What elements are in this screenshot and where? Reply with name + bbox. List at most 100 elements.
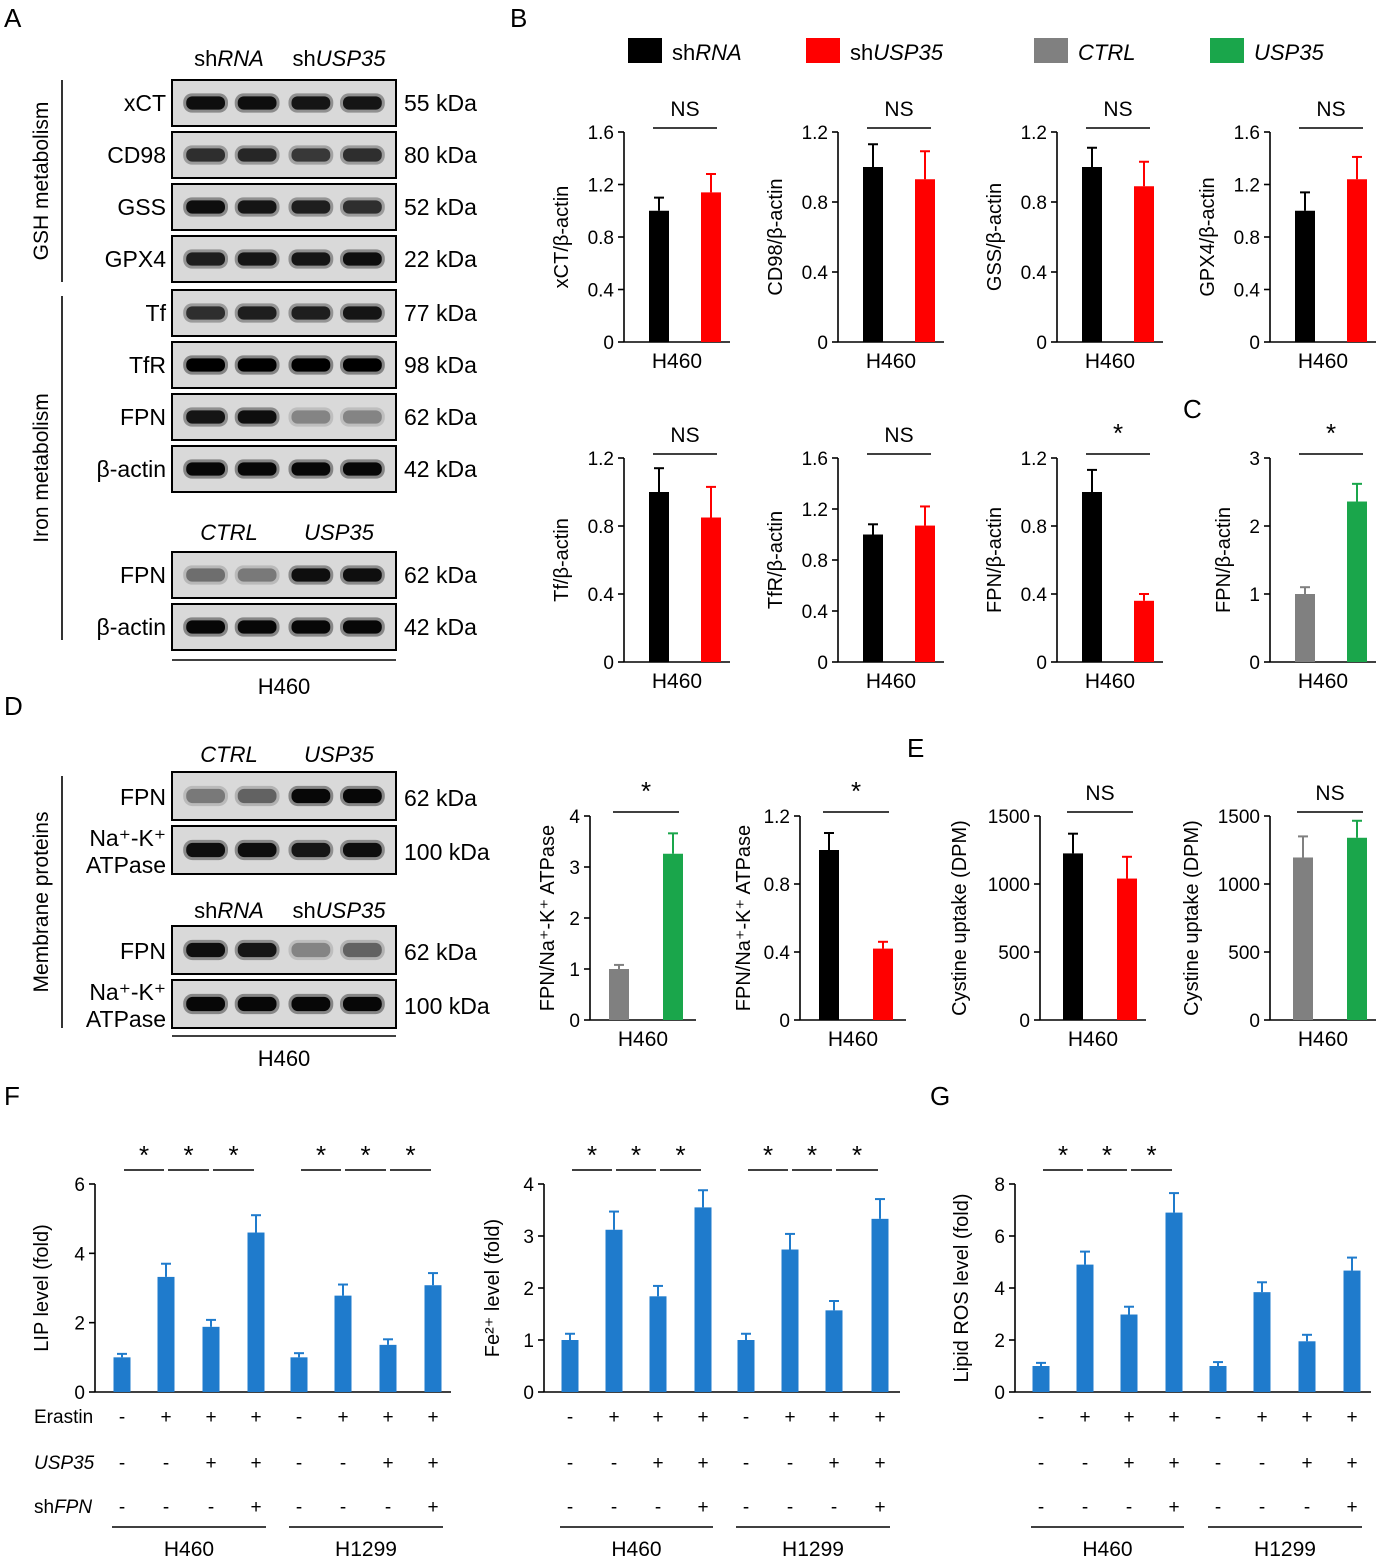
condition-tables: Erastin - + + + - + + +USP35- - + + - - + +shFPN - - - + - - -… xyxy=(34,1407,1362,1561)
label-italic: USP35 xyxy=(34,1453,95,1474)
blot-band xyxy=(340,939,385,961)
band-core xyxy=(237,462,277,476)
condition-sign: - xyxy=(567,1497,573,1518)
blot-band xyxy=(288,93,334,113)
chart-b4: 0 0.4 0.8 1.2 1.6 GPX4/β-actin H460 NS xyxy=(1197,98,1376,373)
bar xyxy=(737,1340,755,1392)
band-halo xyxy=(340,939,385,961)
band-core xyxy=(237,96,277,110)
bar xyxy=(1063,853,1083,1020)
band-core xyxy=(186,252,225,266)
chart-f1: 0 2 4 6 LIP level (fold) * * * * * * xyxy=(31,1140,451,1404)
x-axis-label: H460 xyxy=(618,1028,668,1051)
band-core xyxy=(186,148,225,162)
legend-entry: USP35 xyxy=(1254,40,1324,65)
lane-group-label: shUSP35 xyxy=(293,898,387,923)
y-tick-label: 0 xyxy=(817,653,828,674)
band-core xyxy=(186,568,225,582)
condition-sign: + xyxy=(1301,1407,1312,1428)
panel-label-c: C xyxy=(1183,394,1202,424)
cell-label: H460 xyxy=(258,674,311,699)
y-tick-label: 2 xyxy=(1249,517,1260,538)
blot-band xyxy=(183,939,228,961)
condition-sign: - xyxy=(1259,1453,1265,1474)
blot-row xyxy=(171,393,397,441)
condition-sign: + xyxy=(1346,1453,1357,1474)
legend-entry: CTRL xyxy=(1078,40,1135,65)
blot-band xyxy=(288,785,334,807)
y-tick-label: 3 xyxy=(569,858,580,879)
blot-band xyxy=(340,249,385,269)
band-core xyxy=(343,358,382,372)
label-line: ATPase xyxy=(86,1006,166,1032)
condition-sign: - xyxy=(163,1497,169,1518)
blot-protein-label: FPN xyxy=(120,938,166,964)
label-italic: RNA xyxy=(217,46,263,71)
y-tick-label: 4 xyxy=(994,1279,1005,1300)
condition-sign: - xyxy=(385,1497,391,1518)
condition-sign: + xyxy=(250,1407,261,1428)
bar xyxy=(202,1326,220,1392)
legend-entry: shUSP35 xyxy=(850,40,944,65)
blot-band xyxy=(340,617,385,637)
y-tick-label: 1.2 xyxy=(588,176,614,197)
bar xyxy=(1347,837,1367,1020)
blot-row xyxy=(171,183,397,231)
blot-band xyxy=(234,249,280,269)
condition-sign: + xyxy=(608,1407,619,1428)
significance-label: * xyxy=(183,1140,193,1170)
blot-band xyxy=(340,145,385,165)
band-core xyxy=(186,788,225,804)
y-tick-label: 1.2 xyxy=(1234,176,1260,197)
blot-band xyxy=(288,303,334,323)
y-tick-label: 8 xyxy=(994,1175,1005,1196)
blot-band xyxy=(288,407,334,427)
significance-label: * xyxy=(631,1140,641,1170)
y-tick-label: 2 xyxy=(523,1279,534,1300)
x-axis-label: H460 xyxy=(1298,350,1348,373)
chart-g: 0 2 4 6 8 Lipid ROS level (fold) * * * xyxy=(951,1140,1371,1404)
bar xyxy=(379,1344,397,1392)
condition-sign: - xyxy=(567,1407,573,1428)
y-tick-label: 1000 xyxy=(1218,875,1260,896)
y-tick-label: 4 xyxy=(74,1244,85,1265)
significance-label: * xyxy=(316,1140,326,1170)
significance-label: NS xyxy=(1103,98,1132,121)
band-core xyxy=(237,358,277,372)
condition-sign: - xyxy=(1215,1497,1221,1518)
condition-sign: + xyxy=(828,1453,839,1474)
band-core xyxy=(186,996,225,1012)
y-tick-label: 0 xyxy=(603,653,614,674)
label-italic: USP35 xyxy=(316,46,386,71)
blot-band xyxy=(234,993,280,1015)
bar xyxy=(157,1276,175,1392)
blot-kda-label: 77 kDa xyxy=(404,300,477,326)
band-core xyxy=(291,306,331,320)
y-tick-label: 0 xyxy=(994,1383,1005,1404)
condition-name: USP35 xyxy=(34,1453,95,1474)
y-tick-label: 2 xyxy=(74,1314,85,1335)
band-core xyxy=(343,96,382,110)
blot-band xyxy=(288,355,334,375)
bar xyxy=(1347,179,1367,342)
label-italic: RNA xyxy=(695,40,741,65)
blot-protein-label: GPX4 xyxy=(105,246,167,272)
bar xyxy=(863,167,883,342)
bar xyxy=(1032,1366,1050,1392)
bar xyxy=(1295,594,1315,662)
blot-protein-label: Na⁺-K⁺ ATPase xyxy=(86,979,166,1032)
group-label: H1299 xyxy=(1254,1538,1316,1561)
y-tick-label: 1.2 xyxy=(802,123,828,144)
band-core xyxy=(291,942,331,958)
condition-table: - + + + - + + + - - + + - - + + - - - + - - - + H460 H1299 xyxy=(560,1407,890,1561)
label-prefix: sh xyxy=(293,898,316,923)
condition-sign: + xyxy=(874,1497,885,1518)
band-core xyxy=(343,200,382,214)
bar xyxy=(1134,186,1154,342)
blot-band xyxy=(183,617,228,637)
blot-kda-label: 80 kDa xyxy=(404,142,477,168)
condition-sign: - xyxy=(296,1453,302,1474)
condition-sign: - xyxy=(611,1453,617,1474)
band-core xyxy=(237,996,277,1012)
